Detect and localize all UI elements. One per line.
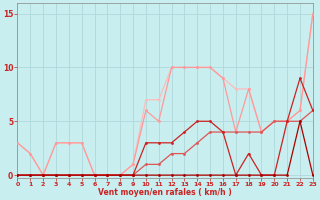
X-axis label: Vent moyen/en rafales ( km/h ): Vent moyen/en rafales ( km/h ) — [98, 188, 232, 197]
